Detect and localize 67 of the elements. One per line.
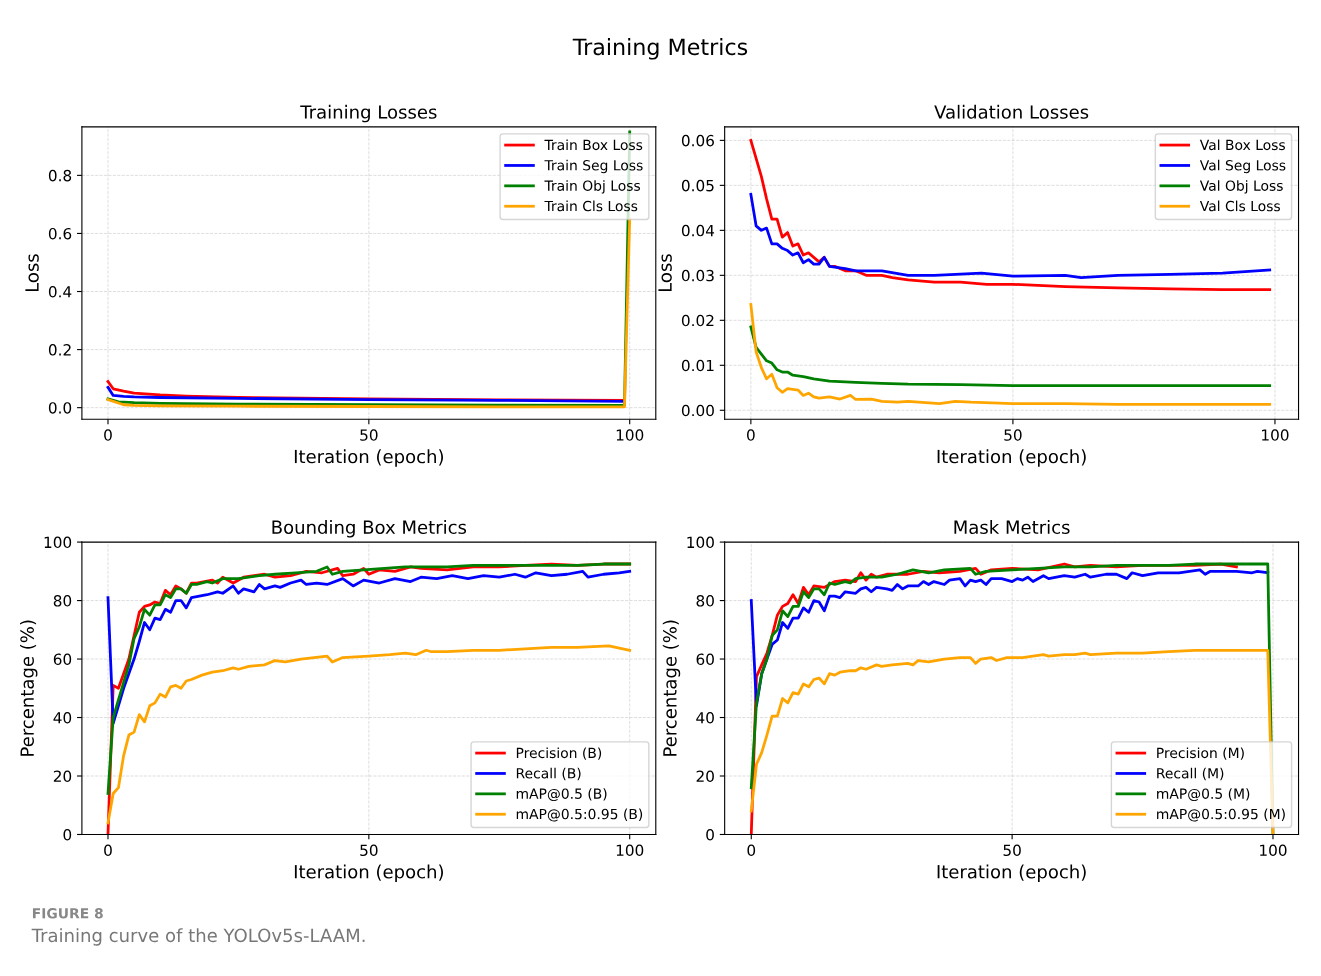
y-tick-label: 0.0 [48,402,72,414]
legend-label: mAP@0.5 (M) [1157,788,1250,802]
x-tick-label: 0 [747,844,756,857]
y-tick-label: 0.04 [681,224,715,237]
legend-label: mAP@0.5:0.95 (B) [516,808,643,822]
caption: FIGURE 8 [32,908,103,919]
legend-label: Train Obj Loss [544,180,641,194]
text: Training Metrics [572,38,748,60]
y-tick-label: 0.03 [681,269,714,282]
legend-label: Train Cls Loss [544,200,638,212]
x-tick-label: 0 [747,429,755,441]
y-tick-label: 60 [53,653,72,666]
y-tick-label: 0.2 [48,344,71,356]
legend-label: mAP@0.5:0.95 (M) [1157,808,1285,822]
y-tick-label: 80 [53,595,72,607]
y-tick-label: 0.6 [48,227,72,240]
y-axis-title: Percentage (%) [662,620,681,756]
text: Training curve of the YOLOv5s-LAAM. [31,928,365,946]
y-tick-label: 0.06 [681,134,714,147]
y-axis-title: Loss [25,254,39,292]
y-axis-title: Percentage (%) [20,620,38,756]
y-tick-label: 20 [696,770,714,783]
x-tick-label: 50 [360,844,378,857]
legend-label: Train Seg Loss [544,159,643,174]
y-tick-label: 0.8 [48,169,72,182]
x-axis-title: Iteration (epoch) [294,449,443,467]
x-tick-label: 100 [1260,844,1287,857]
legend-label: Val Box Loss [1199,139,1285,151]
y-tick-label: 40 [696,711,714,724]
legend-label: Recall (M) [1157,767,1224,781]
y-tick-label: 40 [53,711,72,724]
y-tick-label: 100 [687,536,714,549]
y-tick-label: 20 [53,770,72,783]
y-tick-label: 0.05 [681,179,714,192]
y-tick-label: 60 [696,653,714,666]
y-tick-label: 0.4 [48,285,72,298]
x-axis-title: Iteration (epoch) [294,864,443,883]
chart-title: Training Losses [300,104,437,123]
y-tick-label: 100 [44,536,72,549]
legend-label: Val Cls Loss [1199,200,1280,212]
y-tick-label: 0 [706,828,714,841]
x-tick-label: 100 [616,844,644,857]
legend-label: mAP@0.5 (B) [516,788,607,802]
legend-label: Recall (B) [516,767,581,781]
legend-label: Precision (M) [1157,747,1244,760]
x-tick-label: 100 [616,429,644,441]
y-tick-label: 80 [696,595,714,607]
y-axis-title: Loss [658,254,672,292]
x-tick-label: 50 [1004,429,1022,441]
chart-title: Mask Metrics [954,520,1070,535]
legend-label: Val Obj Loss [1199,180,1283,194]
chart-title: Bounding Box Metrics [272,520,467,538]
x-tick-label: 0 [104,429,112,441]
x-tick-label: 0 [104,844,112,857]
x-tick-label: 50 [1003,844,1021,857]
y-tick-label: 0.02 [681,314,714,327]
x-axis-title: Iteration (epoch) [937,449,1086,467]
legend-label: Train Box Loss [544,139,643,151]
y-tick-label: 0 [63,828,72,841]
x-tick-label: 100 [1262,429,1289,441]
legend-label: Val Seg Loss [1199,159,1286,174]
x-tick-label: 50 [360,429,378,441]
x-axis-title: Iteration (epoch) [937,864,1086,883]
chart-title: Validation Losses [934,104,1089,119]
y-tick-label: 0.00 [681,404,714,417]
y-tick-label: 0.01 [681,359,714,372]
legend-label: Precision (B) [516,747,602,760]
